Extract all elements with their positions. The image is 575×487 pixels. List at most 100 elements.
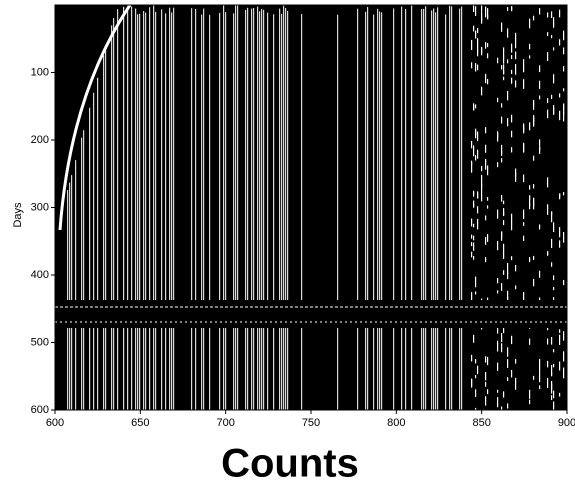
raster-speckle: [551, 11, 552, 18]
raster-speckle: [515, 172, 516, 181]
raster-stripe: [251, 9, 252, 410]
y-tick-label: 200: [31, 134, 49, 146]
raster-speckle: [553, 17, 554, 27]
raster-speckle: [497, 98, 498, 102]
raster-stripe: [245, 10, 246, 410]
raster-stripe: [365, 12, 366, 410]
raster-stripe: [173, 8, 174, 410]
raster-speckle: [553, 287, 554, 290]
raster-speckle: [503, 220, 504, 225]
raster-stripe: [373, 15, 374, 410]
raster-speckle: [477, 150, 478, 159]
raster-speckle: [497, 58, 498, 64]
y-tick-label: 100: [31, 66, 49, 78]
raster-stripe: [165, 13, 166, 410]
raster-stripe: [139, 14, 140, 410]
x-tick-label: 900: [558, 417, 575, 429]
raster-speckle: [473, 26, 474, 32]
raster-speckle: [539, 147, 540, 152]
raster-speckle: [487, 79, 488, 84]
raster-speckle: [501, 283, 502, 291]
raster-speckle: [529, 339, 530, 345]
raster-speckle: [477, 46, 478, 52]
raster-speckle: [477, 206, 478, 213]
raster-stripe: [377, 9, 378, 410]
raster-speckle: [471, 219, 472, 227]
raster-stripe: [145, 13, 146, 410]
raster-stripe: [263, 10, 264, 410]
raster-speckle: [501, 117, 502, 124]
raster-speckle: [475, 375, 476, 378]
raster-stripe: [219, 13, 220, 410]
raster-speckle: [475, 359, 476, 363]
raster-speckle: [515, 80, 516, 87]
raster-speckle: [487, 14, 488, 19]
raster-speckle: [481, 166, 482, 171]
raster-stripe: [337, 15, 338, 410]
raster-speckle: [511, 78, 512, 84]
raster-stripe: [93, 93, 94, 410]
raster-speckle: [485, 159, 486, 163]
raster-speckle: [485, 42, 486, 49]
raster-stripe: [285, 8, 286, 410]
raster-speckle: [523, 143, 524, 153]
raster-speckle: [529, 55, 530, 58]
raster-speckle: [523, 292, 524, 301]
raster-speckle: [515, 285, 516, 289]
raster-speckle: [563, 66, 564, 71]
raster-speckle: [497, 278, 498, 283]
raster-speckle: [503, 208, 504, 216]
raster-speckle: [501, 343, 502, 352]
raster-speckle: [487, 205, 488, 208]
raster-speckle: [559, 227, 560, 237]
raster-speckle: [487, 197, 488, 201]
raster-speckle: [563, 103, 564, 110]
raster-stripe: [357, 9, 358, 410]
raster-speckle: [563, 367, 564, 378]
raster-speckle: [473, 243, 474, 251]
raster-speckle: [563, 111, 564, 121]
raster-speckle: [515, 359, 516, 364]
x-tick-label: 750: [302, 417, 320, 429]
raster-speckle: [507, 263, 508, 274]
raster-speckle: [481, 47, 482, 54]
raster-speckle: [515, 64, 516, 75]
raster-speckle: [485, 7, 486, 18]
raster-speckle: [501, 151, 502, 156]
raster-speckle: [559, 39, 560, 45]
raster-speckle: [539, 81, 540, 89]
raster-speckle: [501, 333, 502, 342]
raster-speckle: [533, 256, 534, 260]
raster-speckle: [481, 191, 482, 201]
raster-speckle: [497, 390, 498, 393]
raster-speckle: [475, 291, 476, 294]
raster-speckle: [553, 105, 554, 114]
x-tick-label: 600: [46, 417, 64, 429]
raster-speckle: [487, 166, 488, 176]
raster-speckle: [511, 336, 512, 344]
raster-speckle: [501, 158, 502, 162]
raster-speckle: [563, 351, 564, 361]
raster-speckle: [507, 7, 508, 11]
raster-speckle: [533, 116, 534, 127]
raster-speckle: [475, 104, 476, 108]
raster-speckle: [553, 74, 554, 83]
raster-speckle: [553, 364, 554, 367]
raster-speckle: [547, 361, 548, 367]
raster-speckle: [511, 214, 512, 223]
raster-speckle: [471, 235, 472, 239]
chart: Days Counts 6006507007508008509001002003…: [0, 0, 575, 487]
raster-speckle: [547, 98, 548, 103]
raster-speckle: [501, 195, 502, 202]
raster-stripe: [71, 175, 72, 410]
raster-speckle: [485, 145, 486, 153]
raster-stripe: [445, 14, 446, 410]
raster-speckle: [553, 222, 554, 232]
raster-speckle: [539, 363, 540, 371]
raster-speckle: [503, 64, 504, 74]
raster-speckle: [487, 53, 488, 58]
raster-speckle: [553, 349, 554, 352]
raster-speckle: [473, 191, 474, 194]
raster-speckle: [475, 63, 476, 71]
raster-image: [55, 5, 567, 418]
